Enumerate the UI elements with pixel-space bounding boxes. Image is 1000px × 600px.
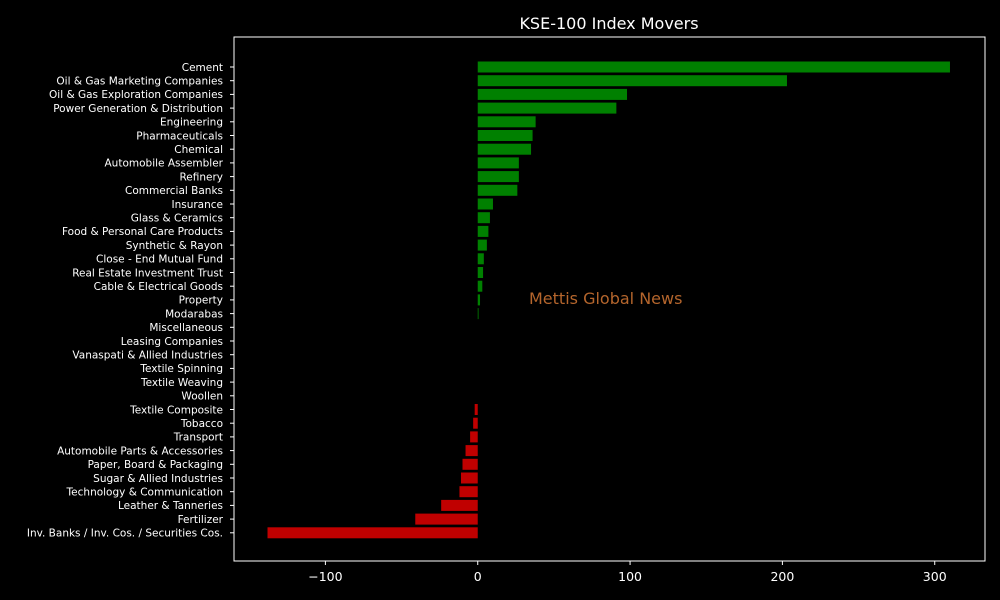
chart-title: KSE-100 Index Movers <box>519 14 698 33</box>
category-label: Textile Composite <box>129 404 223 416</box>
bars-group <box>267 61 950 539</box>
category-label: Engineering <box>160 117 223 129</box>
category-label: Textile Spinning <box>139 363 223 375</box>
category-label: Technology & Communication <box>66 487 223 499</box>
category-label: Pharmaceuticals <box>136 130 223 142</box>
bar <box>477 267 484 278</box>
category-label: Automobile Parts & Accessories <box>57 445 223 457</box>
category-label: Fertilizer <box>178 514 224 526</box>
category-label: Cable & Electrical Goods <box>94 281 223 293</box>
category-label: Woollen <box>181 391 223 403</box>
x-tick-label: 100 <box>618 569 642 584</box>
bar <box>267 527 478 539</box>
x-tick-label: 0 <box>474 569 482 584</box>
category-label: Textile Weaving <box>140 377 223 389</box>
bar <box>477 75 787 87</box>
bar <box>462 458 478 470</box>
bar <box>477 130 533 141</box>
bar <box>477 116 536 128</box>
category-label: Property <box>179 295 223 307</box>
category-label: Inv. Banks / Inv. Cos. / Securities Cos. <box>27 528 223 540</box>
bar <box>474 404 478 415</box>
x-axis-ticks: −100 0 100 200 300 <box>308 561 947 584</box>
plot-frame <box>233 36 986 562</box>
x-tick-label: 200 <box>770 569 794 584</box>
bar <box>415 513 478 525</box>
category-label: Oil & Gas Marketing Companies <box>56 76 223 88</box>
bar <box>477 308 479 320</box>
category-label: Vanaspati & Allied Industries <box>72 350 223 362</box>
bar <box>460 472 478 484</box>
bar <box>477 294 481 306</box>
bar <box>477 225 489 237</box>
bar <box>465 445 478 457</box>
bar <box>459 486 478 498</box>
watermark: Mettis Global News <box>529 289 682 308</box>
category-label: Miscellaneous <box>149 322 223 334</box>
category-label: Sugar & Allied Industries <box>93 473 223 485</box>
bar <box>470 431 478 443</box>
bar <box>477 280 483 292</box>
bar <box>477 102 617 114</box>
category-label: Leather & Tanneries <box>118 500 223 512</box>
x-tick-label: 300 <box>923 569 947 584</box>
bar <box>477 171 519 183</box>
bar <box>477 198 493 210</box>
category-label: Food & Personal Care Products <box>62 226 223 238</box>
category-label: Cement <box>182 62 223 74</box>
category-label: Glass & Ceramics <box>131 213 223 225</box>
bar <box>477 88 628 100</box>
category-label: Real Estate Investment Trust <box>72 267 223 279</box>
category-label: Transport <box>173 432 223 444</box>
category-label: Synthetic & Rayon <box>126 240 223 252</box>
bar <box>477 253 484 265</box>
category-label: Refinery <box>179 171 223 183</box>
category-label: Commercial Banks <box>125 185 223 197</box>
bar <box>477 157 519 169</box>
bar <box>477 143 532 155</box>
category-label: Automobile Assembler <box>105 158 224 170</box>
category-label: Modarabas <box>165 308 223 320</box>
bar <box>477 212 490 224</box>
bar <box>477 184 518 196</box>
category-label: Leasing Companies <box>121 336 223 348</box>
category-label: Paper, Board & Packaging <box>88 459 223 471</box>
bar <box>477 239 487 251</box>
bar <box>477 61 950 73</box>
category-label: Chemical <box>174 144 223 156</box>
category-label: Close - End Mutual Fund <box>96 254 223 266</box>
category-label: Tobacco <box>180 418 223 430</box>
bar <box>441 499 478 511</box>
bar <box>473 417 478 429</box>
category-label: Insurance <box>171 199 223 211</box>
category-label: Oil & Gas Exploration Companies <box>49 89 223 101</box>
x-tick-label: −100 <box>308 569 342 584</box>
category-label: Power Generation & Distribution <box>53 103 223 115</box>
